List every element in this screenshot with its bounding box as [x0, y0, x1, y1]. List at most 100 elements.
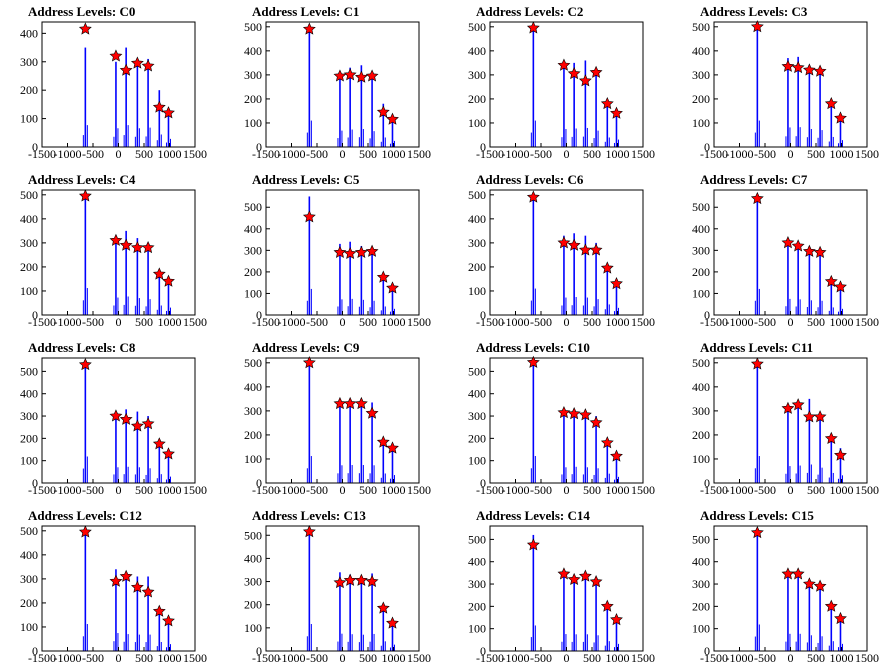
x-tick-label: -1000 [278, 483, 306, 497]
histogram-panel: Address Levels: C10 -1500 -1000 -500 0 500 100… [448, 336, 672, 504]
peak-marker [834, 280, 847, 293]
peak-marker [302, 356, 316, 369]
peak-marker [578, 408, 592, 421]
x-tick-label: -1500 [476, 651, 504, 665]
peak-marker [386, 616, 399, 629]
x-tick-label: -500 [530, 147, 552, 161]
plot-frame [41, 21, 196, 148]
peak-marker [834, 611, 847, 625]
x-tick-label: 1000 [382, 315, 406, 329]
peak-marker [119, 238, 133, 251]
histogram-panel: Address Levels: C14 -1500 -1000 -500 0 500 100… [448, 504, 672, 672]
peak-marker [365, 574, 379, 588]
y-tick-label: 0 [704, 476, 710, 490]
peak-marker [109, 233, 123, 246]
y-tick-label: 400 [244, 222, 262, 236]
x-tick-label: 0 [340, 483, 346, 497]
y-tick-label: 400 [692, 222, 710, 236]
peak-marker [589, 575, 603, 588]
peak-marker [141, 59, 155, 72]
x-tick-label: 1500 [183, 315, 207, 329]
x-tick-label: -500 [754, 147, 776, 161]
x-tick-label: -1500 [28, 651, 56, 665]
peak-marker [343, 246, 357, 260]
histogram-plot: -1500-1000 -500 0 500 1000 1500 0 100 200 300 400 5… [468, 188, 655, 329]
peak-marker [109, 409, 123, 422]
peak-marker [152, 437, 166, 450]
peak-marker [526, 355, 540, 368]
x-tick-label: -1000 [502, 483, 530, 497]
y-tick-label: 400 [692, 555, 710, 569]
peak-marker [302, 525, 316, 538]
peak-marker [578, 569, 592, 582]
y-tick-label: 0 [704, 308, 710, 322]
x-tick-label: -500 [306, 483, 328, 497]
x-tick-label: 1000 [830, 651, 854, 665]
x-tick-label: -1000 [278, 651, 306, 665]
peak-marker [78, 525, 92, 538]
panel-title: Address Levels: C7 [700, 172, 808, 187]
x-tick-label: -500 [82, 483, 104, 497]
y-tick-label: 200 [468, 431, 486, 445]
panel-title: Address Levels: C9 [252, 340, 360, 355]
x-tick-label: 0 [116, 651, 122, 665]
histogram-plot: -1500-1000 -500 0 500 1000 1500 0 100 200 300 400 5… [692, 356, 879, 497]
histogram-panel: Address Levels: C12 -1500 -1000 -500 0 500 100… [0, 504, 224, 672]
peak-marker [386, 441, 399, 454]
peak-marker [343, 68, 357, 81]
peak-marker [567, 238, 581, 251]
histogram-plot: -1500-1000 -500 0 500 1000 1500 0 100 200 300 400 [20, 21, 207, 161]
y-tick-label: 500 [244, 528, 262, 542]
x-tick-label: -1000 [726, 147, 754, 161]
y-tick-label: 100 [20, 620, 38, 634]
histogram-plot: -1500-1000 -500 0 500 1000 1500 0 100 200 300 400 5… [244, 189, 431, 329]
peak-marker [162, 614, 175, 627]
peak-marker [781, 236, 795, 249]
y-tick-label: 300 [20, 236, 38, 250]
y-tick-label: 100 [468, 454, 486, 468]
peak-marker [526, 538, 540, 551]
x-tick-label: 0 [340, 315, 346, 329]
y-tick-label: 100 [20, 454, 38, 468]
y-tick-label: 200 [20, 431, 38, 445]
y-tick-label: 0 [256, 140, 262, 154]
plot-frame [489, 21, 644, 148]
y-tick-label: 100 [692, 622, 710, 636]
x-tick-label: 1500 [183, 651, 207, 665]
y-tick-label: 300 [692, 243, 710, 257]
y-tick-label: 300 [20, 572, 38, 586]
x-tick-label: 500 [807, 315, 825, 329]
histogram-panel: Address Levels: C3 -1500 -1000 -500 0 500 1000… [672, 0, 896, 168]
x-tick-label: 1500 [407, 483, 431, 497]
y-tick-label: 0 [32, 644, 38, 658]
peak-marker [365, 244, 379, 257]
x-tick-label: 1500 [631, 315, 655, 329]
x-tick-label: -500 [754, 315, 776, 329]
peak-marker [750, 20, 764, 33]
peak-marker [802, 244, 816, 257]
x-tick-label: 0 [564, 651, 570, 665]
x-tick-label: -500 [306, 315, 328, 329]
x-tick-label: 0 [788, 651, 794, 665]
y-tick-label: 300 [20, 409, 38, 423]
x-tick-label: 500 [359, 651, 377, 665]
y-tick-label: 200 [468, 599, 486, 613]
x-tick-label: 1000 [606, 651, 630, 665]
x-tick-label: 1000 [158, 147, 182, 161]
peak-marker [302, 22, 316, 35]
x-tick-label: -1500 [28, 483, 56, 497]
peak-marker [589, 243, 603, 256]
y-tick-label: 400 [20, 387, 38, 401]
y-tick-label: 400 [692, 44, 710, 58]
plot-frame [489, 525, 644, 652]
x-tick-label: 1000 [158, 651, 182, 665]
x-tick-label: 500 [359, 483, 377, 497]
x-tick-label: 1500 [183, 483, 207, 497]
x-tick-label: 1500 [631, 651, 655, 665]
peak-marker [824, 431, 838, 444]
y-tick-label: 500 [692, 532, 710, 546]
peak-marker [600, 436, 614, 449]
x-tick-label: 0 [564, 315, 570, 329]
x-tick-label: -1000 [502, 315, 530, 329]
peak-marker [109, 574, 123, 587]
